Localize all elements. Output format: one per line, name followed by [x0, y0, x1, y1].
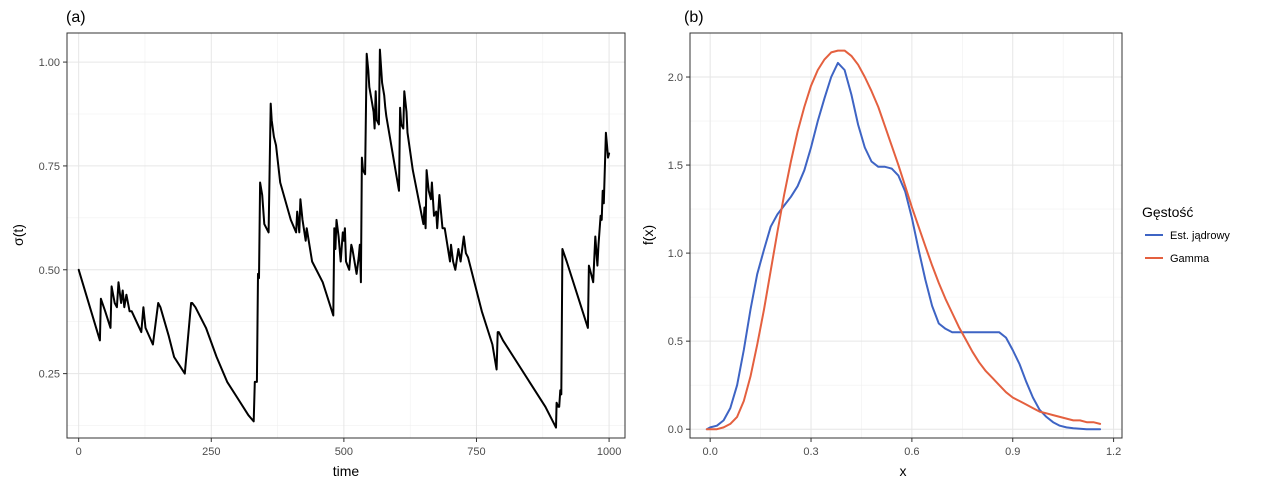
panel-b-tag: (b): [684, 9, 704, 26]
y-tick-label: 0.50: [39, 265, 60, 277]
panel-b-frame: [689, 32, 1123, 439]
panel-b-ticks: 0.0 0.3 0.6 0.9 1.2 0.0 0.5 1.0 1.5 2.0: [668, 72, 1122, 458]
panel-a-frame: [66, 32, 626, 439]
legend-title: Gęstość: [1142, 204, 1193, 220]
panel-a-x-axis-title: time: [333, 463, 360, 479]
x-tick-label: 0: [76, 446, 82, 458]
x-tick-label: 750: [467, 446, 485, 458]
x-tick-label: 0.0: [703, 446, 718, 458]
y-tick-label: 1.00: [39, 57, 60, 69]
y-tick-label: 0.5: [668, 336, 683, 348]
panel-a-series: [77, 48, 611, 429]
panel-b-y-axis-title: f(x): [640, 225, 656, 245]
x-tick-label: 1000: [597, 446, 621, 458]
panel-a-ticks: 0 250 500 750 1000 0.25 0.50 0.75 1.00: [39, 57, 622, 458]
y-tick-label: 0.0: [668, 424, 683, 436]
x-tick-label: 0.6: [904, 446, 919, 458]
x-tick-label: 500: [335, 446, 353, 458]
x-tick-label: 250: [202, 446, 220, 458]
panel-b-background: [690, 33, 1122, 438]
legend-label-gamma: Gamma: [1170, 253, 1210, 265]
y-tick-label: 0.25: [39, 369, 60, 381]
x-tick-label: 1.2: [1106, 446, 1121, 458]
legend: Gęstość Est. jądrowy Gamma: [1142, 204, 1230, 265]
y-tick-label: 1.5: [668, 160, 683, 172]
series-line-sigma: [77, 48, 611, 429]
chart-panel-b: 0.0 0.3 0.6 0.9 1.2 0.0 0.5 1.0 1.5 2.0 (b) x f(x…: [640, 9, 1123, 479]
y-tick-label: 2.0: [668, 72, 683, 84]
panel-a-tag: (a): [66, 9, 86, 26]
legend-label-est-jadrowy: Est. jądrowy: [1170, 230, 1230, 242]
x-tick-label: 0.3: [803, 446, 818, 458]
series-line-gamma: [705, 49, 1102, 431]
panel-b-series: [705, 49, 1102, 431]
y-tick-label: 0.75: [39, 161, 60, 173]
y-tick-label: 1.0: [668, 248, 683, 260]
panel-b-x-axis-title: x: [900, 463, 907, 479]
series-line-est-j-drowy: [705, 61, 1102, 431]
x-tick-label: 0.9: [1005, 446, 1020, 458]
panel-a-y-axis-title: σ(t): [10, 224, 26, 246]
